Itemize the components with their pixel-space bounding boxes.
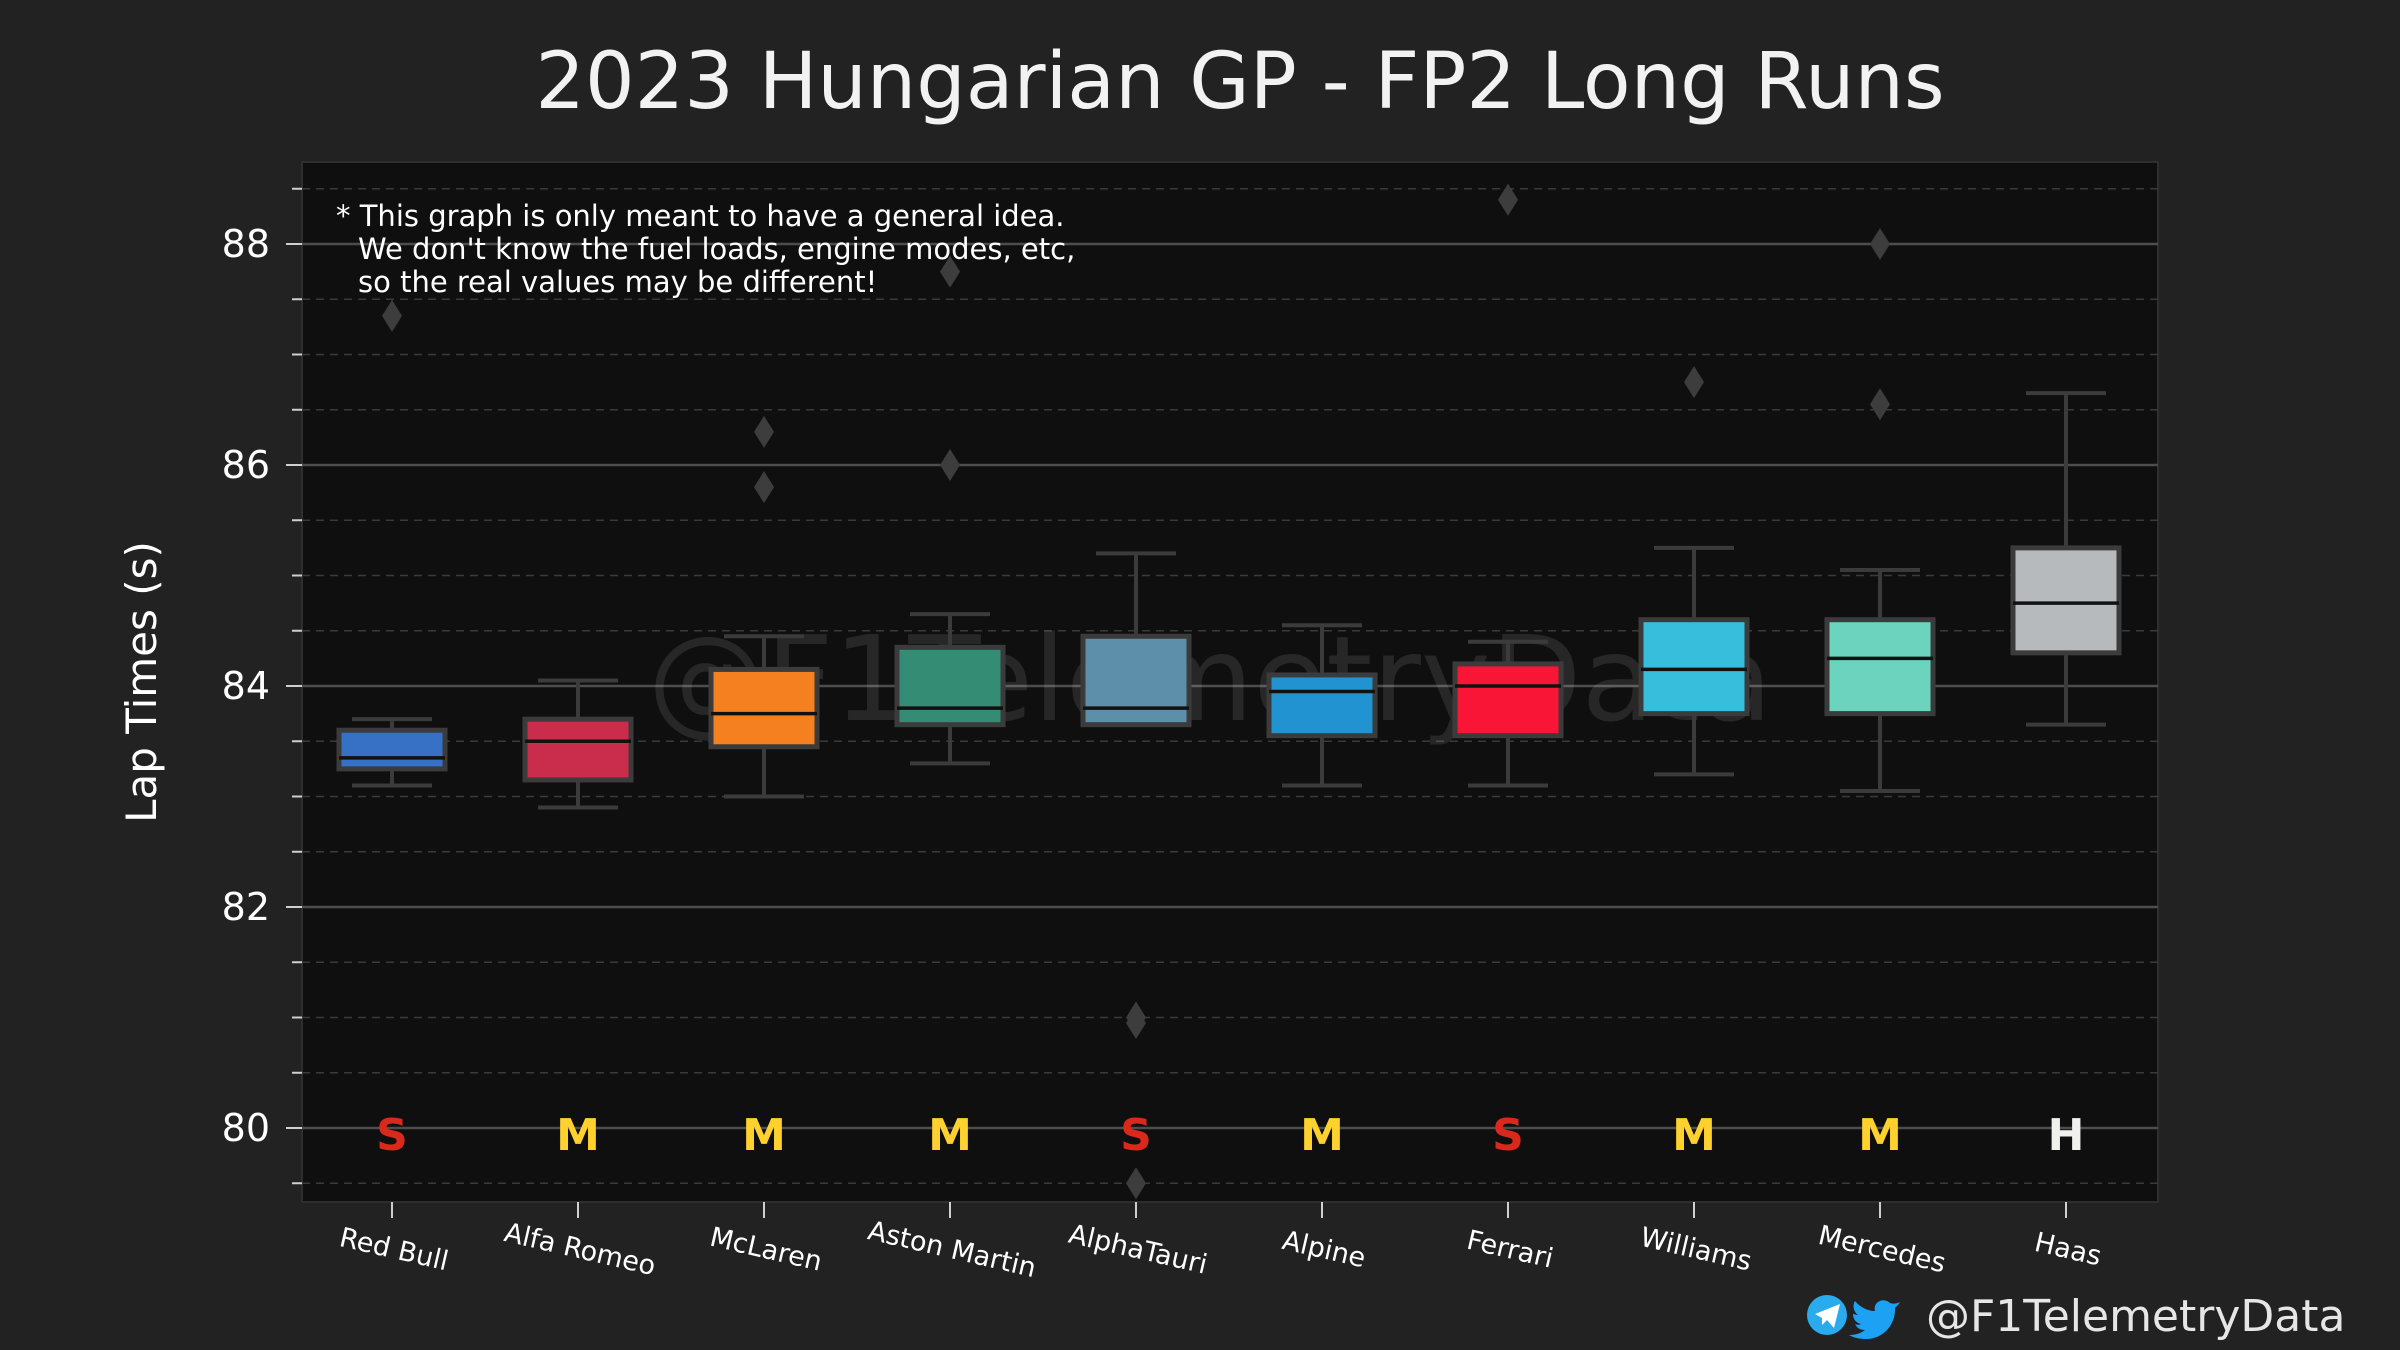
box-ferrari xyxy=(1452,183,1564,788)
x-tick-label: Aston Martin xyxy=(865,1215,1039,1284)
y-axis: 80 82 84 86 88 xyxy=(222,187,302,1185)
box-iqr[interactable] xyxy=(1080,633,1192,728)
outlier-point xyxy=(1684,366,1704,399)
outlier-point xyxy=(1126,1007,1146,1040)
y-tick-label: 84 xyxy=(222,664,270,708)
compound-label: M xyxy=(1300,1110,1344,1161)
box-iqr[interactable] xyxy=(336,727,448,772)
compound-label: S xyxy=(1120,1110,1152,1161)
box-mercedes xyxy=(1824,228,1936,793)
box-haas xyxy=(2010,391,2122,727)
outlier-point xyxy=(754,415,774,448)
box-williams xyxy=(1638,366,1750,777)
outlier-point xyxy=(754,471,774,504)
box-iqr[interactable] xyxy=(1266,672,1378,739)
box-mclaren xyxy=(708,415,820,799)
x-tick-label: Red Bull xyxy=(337,1222,452,1277)
box-aston-martin xyxy=(894,255,1006,766)
telegram-icon[interactable] xyxy=(1807,1295,1847,1335)
x-tick-label: Haas xyxy=(2032,1227,2105,1272)
box-alfa-romeo xyxy=(522,678,634,810)
outlier-point xyxy=(940,255,960,288)
y-tick-label: 80 xyxy=(222,1106,270,1150)
compound-label: M xyxy=(556,1110,600,1161)
watermark-text: @F1TelemetryData xyxy=(648,610,1773,748)
box-alphatauri xyxy=(1080,551,1192,1200)
footer-handle: @F1TelemetryData xyxy=(1926,1291,2345,1342)
compound-label: H xyxy=(2048,1110,2085,1161)
box-iqr[interactable] xyxy=(522,716,634,783)
x-axis: Red Bull Alfa Romeo McLaren Aston Martin Alp… xyxy=(337,1202,2105,1284)
x-tick-label: McLaren xyxy=(707,1222,825,1278)
box-iqr[interactable] xyxy=(1824,617,1936,717)
box-iqr[interactable] xyxy=(1638,617,1750,717)
compound-label: M xyxy=(1858,1110,1902,1161)
note-line-1: * This graph is only meant to have a gen… xyxy=(336,199,1065,233)
outlier-point xyxy=(1870,388,1890,421)
outlier-point xyxy=(382,299,402,332)
compound-label: S xyxy=(1492,1110,1524,1161)
outlier-point xyxy=(940,449,960,481)
compound-label: S xyxy=(376,1110,408,1161)
compound-label: M xyxy=(742,1110,786,1161)
footer-branding: @F1TelemetryData xyxy=(1807,1291,2345,1342)
twitter-icon[interactable] xyxy=(1849,1300,1900,1339)
box-alpine xyxy=(1266,623,1378,788)
x-tick-label: Williams xyxy=(1637,1222,1754,1278)
compound-label: M xyxy=(928,1110,972,1161)
y-tick-label: 82 xyxy=(222,885,270,929)
chart-title: 2023 Hungarian GP - FP2 Long Runs xyxy=(535,37,1944,127)
compound-label: M xyxy=(1672,1110,1716,1161)
y-axis-label: Lap Times (s) xyxy=(117,541,166,823)
note-line-3: so the real values may be different! xyxy=(358,265,877,299)
y-tick-label: 86 xyxy=(222,443,270,487)
box-iqr[interactable] xyxy=(2010,545,2122,656)
outlier-point xyxy=(1498,183,1518,216)
outlier-point xyxy=(1126,1167,1146,1200)
x-tick-label: Ferrari xyxy=(1464,1225,1556,1275)
box-iqr[interactable] xyxy=(1452,661,1564,739)
x-tick-label: AlphaTauri xyxy=(1066,1219,1210,1281)
box-iqr[interactable] xyxy=(708,666,820,750)
y-tick-label: 88 xyxy=(222,222,270,266)
note-line-2: We don't know the fuel loads, engine mod… xyxy=(358,232,1075,266)
x-tick-label: Alfa Romeo xyxy=(501,1217,658,1282)
disclaimer-note: * This graph is only meant to have a gen… xyxy=(336,199,1075,299)
outlier-point xyxy=(1870,228,1890,260)
box-series xyxy=(336,183,2122,1200)
box-iqr[interactable] xyxy=(894,644,1006,728)
x-tick-label: Mercedes xyxy=(1815,1220,1948,1279)
box-red-bull xyxy=(336,299,448,788)
x-tick-label: Alpine xyxy=(1279,1225,1368,1274)
